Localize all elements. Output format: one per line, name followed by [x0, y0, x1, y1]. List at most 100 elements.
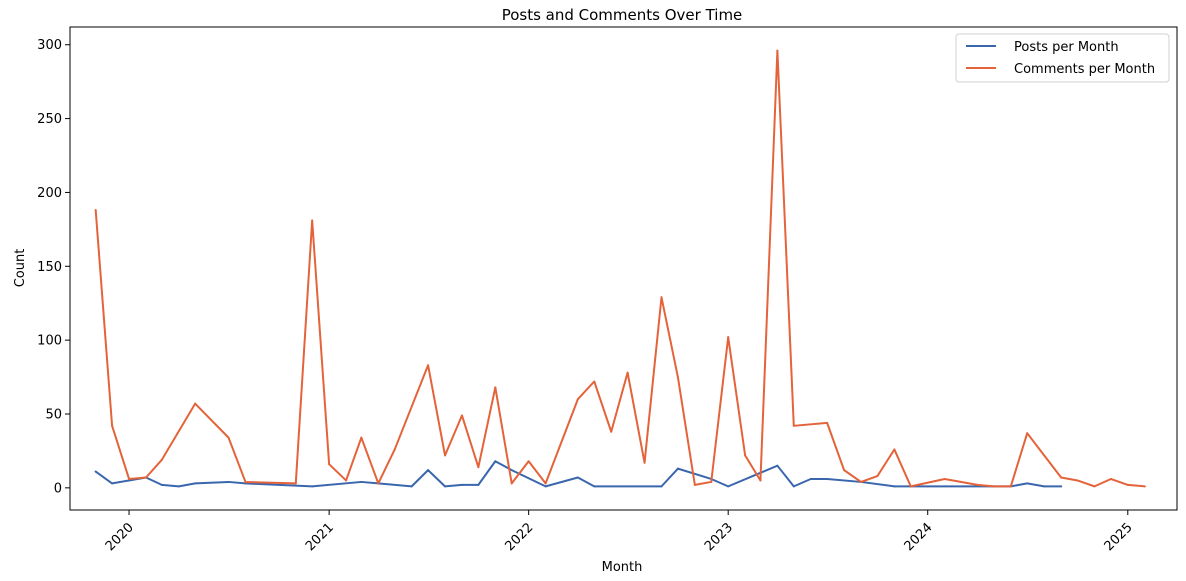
data-point: [576, 476, 579, 479]
data-point: [1126, 483, 1129, 486]
data-point: [676, 467, 679, 470]
data-point: [843, 469, 846, 472]
chart-title: Posts and Comments Over Time: [502, 6, 743, 24]
y-axis-label: Count: [13, 249, 28, 288]
x-tick-label: 2024: [902, 520, 936, 554]
legend-label-posts: Posts per Month: [1014, 40, 1119, 55]
legend: Posts per Month Comments per Month: [955, 33, 1170, 83]
data-point: [311, 485, 314, 488]
data-point: [460, 414, 463, 417]
data-point: [160, 458, 163, 461]
y-axis: 0 50 100 150 200 250 300: [37, 38, 70, 496]
data-point: [744, 454, 747, 457]
data-point: [1026, 482, 1029, 485]
data-point: [976, 483, 979, 486]
data-point: [792, 485, 795, 488]
data-point: [1026, 432, 1029, 435]
data-point: [643, 461, 646, 464]
data-point: [1143, 485, 1146, 488]
data-point: [727, 485, 730, 488]
data-point: [593, 380, 596, 383]
data-point: [727, 336, 730, 339]
data-point: [444, 454, 447, 457]
data-point: [1043, 485, 1046, 488]
data-point: [444, 485, 447, 488]
data-point: [244, 480, 247, 483]
legend-box: [955, 33, 1170, 83]
y-tick-label: 300: [37, 38, 62, 53]
x-tick-label: 2021: [303, 520, 337, 554]
y-tick-label: 50: [45, 407, 62, 422]
data-point: [144, 476, 147, 479]
data-point: [393, 448, 396, 451]
data-point: [610, 430, 613, 433]
y-tick-label: 150: [37, 260, 62, 275]
y-tick-label: 0: [54, 481, 62, 496]
data-point: [111, 424, 114, 427]
x-axis: 2020 2021 2022 2023 2024 2025: [103, 510, 1136, 554]
data-point: [160, 483, 163, 486]
data-point: [544, 485, 547, 488]
data-point: [360, 436, 363, 439]
data-point: [626, 371, 629, 374]
data-point: [1043, 454, 1046, 457]
data-point: [177, 485, 180, 488]
data-point: [510, 469, 513, 472]
data-point: [194, 482, 197, 485]
series-comments-per-month: [94, 49, 1146, 488]
data-point: [693, 483, 696, 486]
data-point: [227, 480, 230, 483]
data-point: [1009, 485, 1012, 488]
data-point: [527, 460, 530, 463]
data-point: [477, 483, 480, 486]
data-point: [94, 470, 97, 473]
data-point: [792, 424, 795, 427]
data-point: [1076, 479, 1079, 482]
data-point: [759, 479, 762, 482]
data-point: [94, 209, 97, 212]
data-point: [992, 485, 995, 488]
data-point: [576, 398, 579, 401]
data-point: [876, 475, 879, 478]
data-point: [1060, 485, 1063, 488]
y-tick-label: 200: [37, 186, 62, 201]
data-point: [194, 402, 197, 405]
data-point: [826, 477, 829, 480]
data-point: [460, 483, 463, 486]
data-point: [128, 479, 131, 482]
data-point: [826, 421, 829, 424]
data-point: [494, 386, 497, 389]
data-point: [427, 469, 430, 472]
data-point: [360, 480, 363, 483]
data-point: [710, 480, 713, 483]
data-point: [477, 466, 480, 469]
data-point: [544, 482, 547, 485]
data-point: [776, 49, 779, 52]
data-point: [227, 436, 230, 439]
data-point: [294, 482, 297, 485]
plot-frame: [69, 26, 1178, 511]
x-axis-label: Month: [602, 560, 643, 575]
data-point: [345, 479, 348, 482]
series-line-posts-per-month: [94, 460, 1063, 488]
data-point: [377, 482, 380, 485]
data-point: [1109, 477, 1112, 480]
data-point: [893, 485, 896, 488]
data-point: [893, 448, 896, 451]
data-point: [660, 485, 663, 488]
data-point: [660, 296, 663, 299]
y-tick-label: 250: [37, 112, 62, 127]
data-point: [1060, 476, 1063, 479]
data-point: [328, 463, 331, 466]
data-point: [860, 480, 863, 483]
data-point: [676, 376, 679, 379]
series-layer: [94, 49, 1146, 488]
data-point: [410, 485, 413, 488]
x-tick-label: 2023: [702, 520, 736, 554]
legend-label-comments: Comments per Month: [1014, 62, 1155, 77]
data-point: [510, 482, 513, 485]
series-line-comments-per-month: [94, 49, 1146, 488]
data-point: [311, 219, 314, 222]
x-tick-label: 2022: [502, 520, 536, 554]
